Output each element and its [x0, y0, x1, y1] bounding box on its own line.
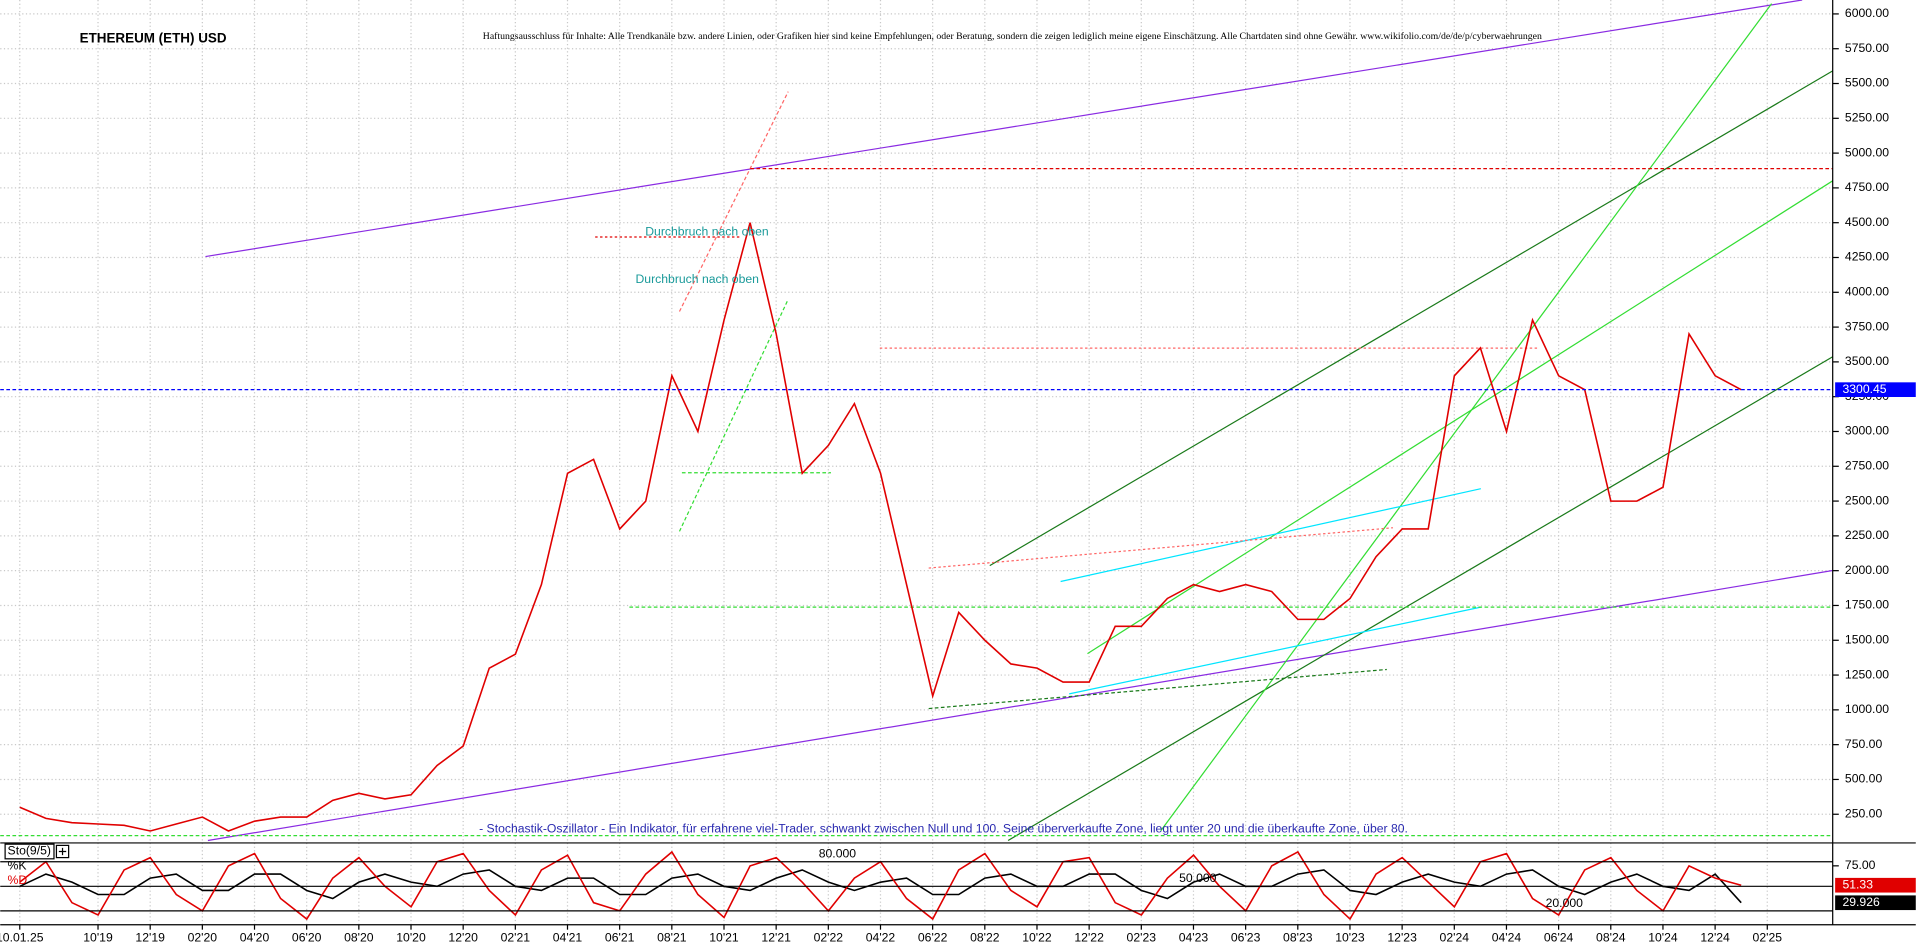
indicator-box — [4, 843, 55, 860]
x-tick-label: 10'20 — [396, 930, 426, 944]
y-tick-label: 4250.00 — [1845, 250, 1889, 264]
y-tick-label: 6000.00 — [1845, 6, 1889, 20]
y-tick-label: 500.00 — [1845, 772, 1883, 786]
grid — [0, 0, 1833, 925]
x-tick-label: 04'23 — [1179, 930, 1209, 944]
value-box — [1835, 877, 1916, 893]
x-tick-label: 08'21 — [657, 930, 687, 944]
x-tick-label: 06'22 — [918, 930, 948, 944]
x-tick-label: 12'20 — [448, 930, 478, 944]
annotation: Durchbruch nach oben — [635, 272, 758, 286]
x-tick-label: 10'24 — [1648, 930, 1678, 944]
y-tick-label: 2000.00 — [1845, 563, 1889, 577]
price-line — [19, 222, 1742, 832]
y-tick-label: 2500.00 — [1845, 493, 1889, 507]
x-tick-label: 08'22 — [970, 930, 1000, 944]
y-tick-label: 4000.00 — [1845, 285, 1889, 299]
x-tick-label: 08'24 — [1596, 930, 1626, 944]
trend-line — [205, 0, 1803, 258]
x-tick-label: 10'23 — [1335, 930, 1365, 944]
value-label: 51.33 — [1842, 877, 1873, 891]
indicator-note: - Stochastik-Oszillator - Ein Indikator,… — [479, 822, 1408, 836]
annotation: Durchbruch nach oben — [645, 224, 768, 238]
x-tick-label: 06'21 — [605, 930, 635, 944]
x-tick-label: 02'22 — [814, 930, 844, 944]
last-price-box — [1835, 382, 1916, 397]
x-tick-label: 04'22 — [866, 930, 896, 944]
x-tick-label: 12'24 — [1700, 930, 1730, 944]
price-line — [19, 869, 1742, 904]
y-tick-label: 3000.00 — [1845, 424, 1889, 438]
y-tick-label: 750.00 — [1845, 737, 1883, 751]
legend-entry: %K — [8, 858, 27, 872]
level-label: 80.000 — [819, 847, 857, 861]
x-tick-label: 06'24 — [1544, 930, 1574, 944]
x-tick-label: 02'24 — [1440, 930, 1470, 944]
trend-line — [678, 91, 789, 312]
x-tick-label: 12'21 — [761, 930, 791, 944]
value-label: 29.926 — [1842, 895, 1880, 909]
y-tick-label: 2750.00 — [1845, 458, 1889, 472]
x-tick-label: 02'23 — [1127, 930, 1157, 944]
x-tick-label: 12'23 — [1387, 930, 1417, 944]
x-tick-label: 12'22 — [1074, 930, 1104, 944]
trend-lines — [0, 0, 1834, 842]
trend-line — [1087, 180, 1834, 655]
x-tick-label: 10'19 — [83, 930, 113, 944]
trend-line — [1069, 606, 1481, 695]
trend-line — [207, 569, 1833, 842]
trend-line — [928, 668, 1387, 710]
x-tick-label: 04'20 — [240, 930, 270, 944]
y-tick-label: 5000.00 — [1845, 145, 1889, 159]
legend-entry: %D — [8, 873, 28, 887]
level-label: 20.000 — [1546, 896, 1584, 910]
value-box — [1835, 895, 1916, 911]
y-tick-label: 1250.00 — [1845, 667, 1889, 681]
y-tick-label: 1500.00 — [1845, 632, 1889, 646]
trend-line — [928, 527, 1393, 569]
x-tick-label: 04'21 — [553, 930, 583, 944]
x-tick-label: 10'22 — [1022, 930, 1052, 944]
y-tick-label: 5500.00 — [1845, 76, 1889, 90]
x-tick-label: 10.01.25 — [0, 930, 44, 944]
y-tick-label: 4750.00 — [1845, 180, 1889, 194]
x-tick-label: 02'21 — [501, 930, 531, 944]
expand-icon-plus — [58, 847, 67, 856]
y-tick-label: 75.00 — [1845, 858, 1876, 872]
y-tick-label: 2250.00 — [1845, 528, 1889, 542]
y-tick-label: 4500.00 — [1845, 215, 1889, 229]
y-tick-label: 5250.00 — [1845, 111, 1889, 125]
chart-title: ETHEREUM (ETH) USD — [80, 31, 227, 46]
x-tick-label: 04'24 — [1492, 930, 1522, 944]
y-tick-label: 1750.00 — [1845, 598, 1889, 612]
trend-line — [1160, 3, 1773, 832]
y-tick-label: 3500.00 — [1845, 354, 1889, 368]
x-tick-label: 02'20 — [188, 930, 218, 944]
y-tick-label: 250.00 — [1845, 806, 1883, 820]
trend-line — [989, 70, 1834, 567]
x-tick-label: 06'23 — [1231, 930, 1261, 944]
disclaimer: Haftungsausschluss für Inhalte: Alle Tre… — [483, 31, 1542, 42]
y-tick-label: 1000.00 — [1845, 702, 1889, 716]
x-tick-label: 12'19 — [135, 930, 165, 944]
indicator-title: Sto(9/5) — [8, 844, 51, 858]
x-tick-label: 02'25 — [1753, 930, 1783, 944]
level-label: 50.000 — [1179, 871, 1217, 885]
x-tick-label: 08'20 — [344, 930, 374, 944]
x-tick-label: 06'20 — [292, 930, 322, 944]
y-tick-label: 5750.00 — [1845, 41, 1889, 55]
trend-line — [1007, 356, 1834, 842]
last-price-label: 3300.45 — [1842, 382, 1886, 396]
trend-line — [1060, 488, 1481, 583]
x-tick-label: 10'21 — [709, 930, 739, 944]
x-tick-label: 08'23 — [1283, 930, 1313, 944]
y-tick-label: 3750.00 — [1845, 319, 1889, 333]
